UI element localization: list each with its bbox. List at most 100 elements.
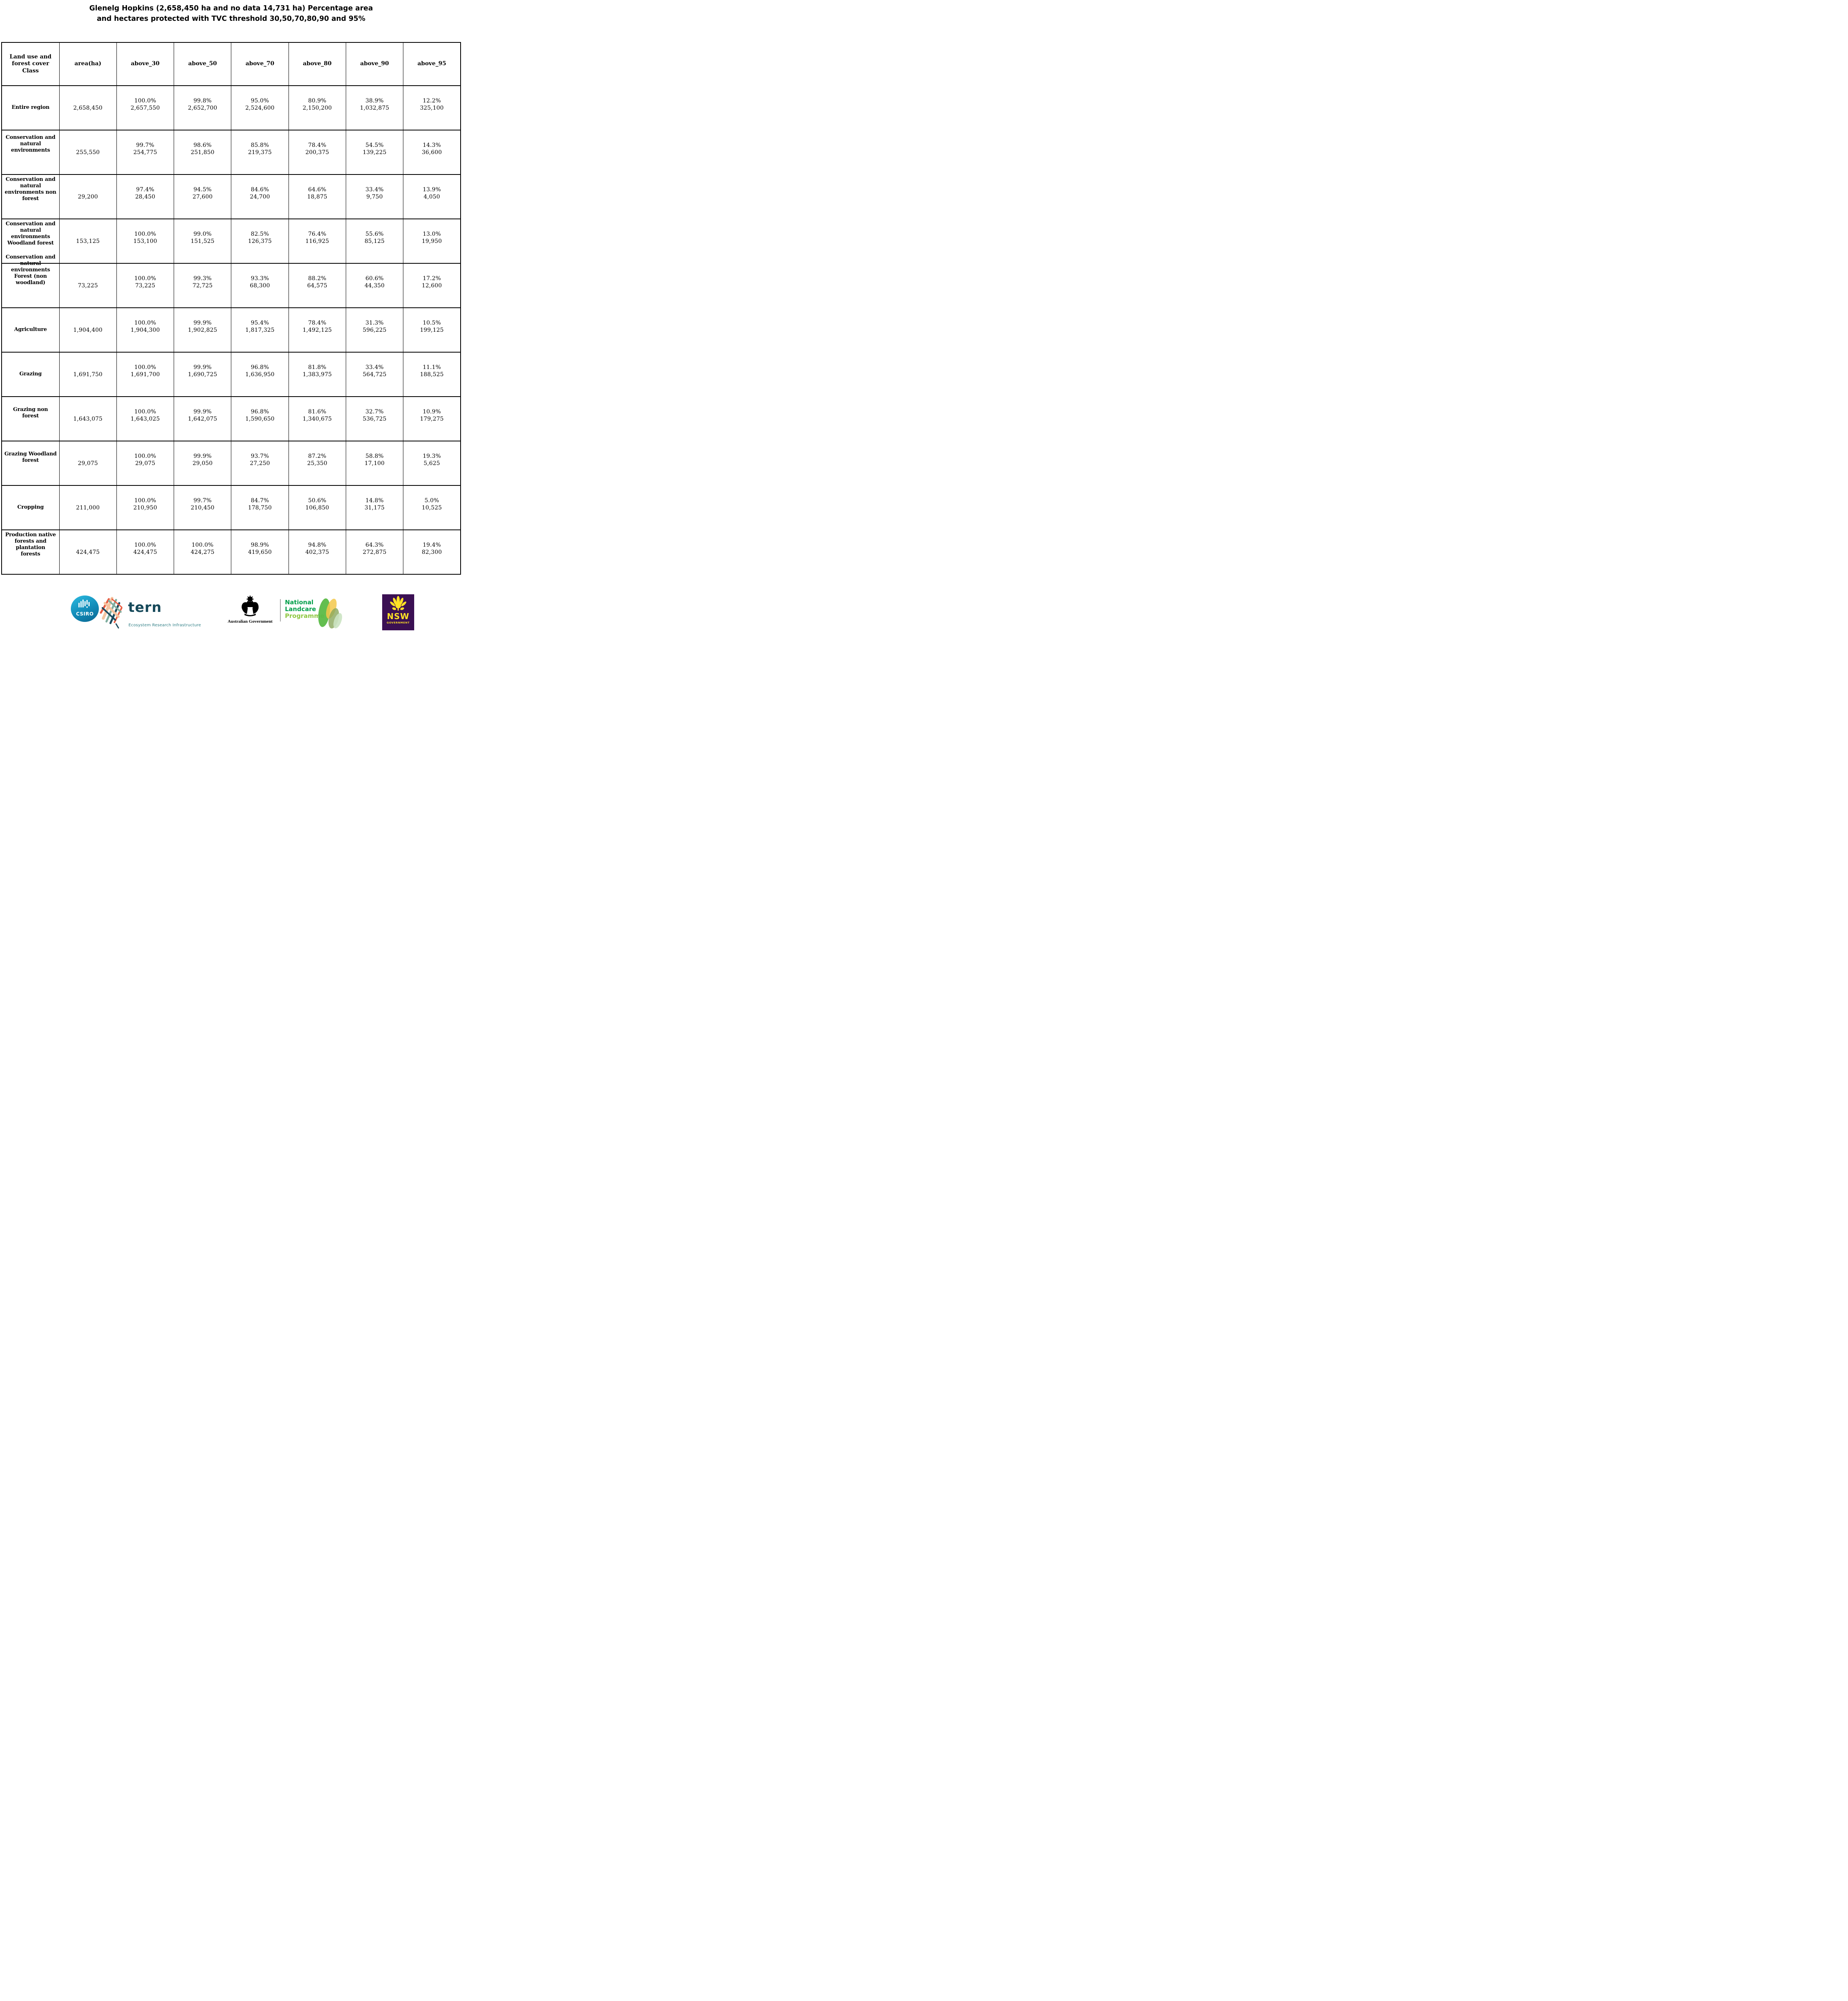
area-value: 73,225	[78, 282, 98, 289]
row-label-cell: Cropping	[1, 485, 60, 530]
hectares-value: 106,850	[305, 504, 329, 511]
hectares-value: 402,375	[305, 549, 329, 555]
hectares-value: 179,275	[420, 415, 444, 422]
table-row: Agriculture 1,904,400 100.0% 1,904,300 99.9%…	[1, 307, 461, 353]
landcare-leaves-icon	[318, 598, 342, 629]
hectares-value: 1,904,300	[130, 327, 160, 333]
percent-value: 19.3%	[423, 453, 441, 459]
threshold-cell: 60.6% 44,350	[345, 263, 404, 308]
threshold-cell: 78.4% 1,492,125	[288, 307, 346, 353]
hectares-value: 188,525	[420, 371, 444, 378]
hectares-value: 1,902,825	[188, 327, 217, 333]
hectares-value: 153,100	[133, 238, 157, 245]
hectares-value: 25,350	[307, 460, 327, 467]
hectares-value: 1,383,975	[303, 371, 332, 378]
threshold-cell: 100.0% 73,225	[116, 263, 174, 308]
threshold-cell: 99.7% 254,775	[116, 130, 174, 175]
footer-logos: CSIRO tern Ecosystem Research Infrastruc…	[0, 594, 462, 632]
threshold-cell: 50.6% 106,850	[288, 485, 346, 530]
threshold-cell: 100.0% 424,275	[174, 529, 232, 575]
threshold-cell: 11.1% 188,525	[403, 352, 461, 397]
percent-value: 84.6%	[251, 186, 269, 193]
hectares-value: 219,375	[248, 149, 272, 156]
percent-value: 82.5%	[251, 231, 269, 237]
hectares-value: 325,100	[420, 104, 444, 111]
percent-value: 78.4%	[308, 320, 327, 326]
row-label-cell: Entire region	[1, 85, 60, 130]
table-row: Conservation and natural environments Wo…	[1, 219, 461, 264]
hectares-value: 424,475	[133, 549, 157, 555]
percent-value: 87.2%	[308, 453, 327, 459]
hectares-value: 82,300	[422, 549, 442, 555]
row-label: Cropping	[17, 504, 44, 510]
hectares-value: 210,950	[133, 504, 157, 511]
threshold-cell: 78.4% 200,375	[288, 130, 346, 175]
nsw-waratah-icon	[390, 596, 407, 611]
percent-value: 100.0%	[134, 98, 156, 104]
row-label-cell: Conservation and natural environments Fo…	[1, 254, 60, 308]
percent-value: 98.6%	[193, 142, 212, 148]
hectares-value: 68,300	[250, 282, 270, 289]
hectares-value: 178,750	[248, 504, 272, 511]
threshold-cell: 93.3% 68,300	[231, 263, 289, 308]
hectares-value: 18,875	[307, 193, 327, 200]
hectares-value: 1,636,950	[245, 371, 275, 378]
column-header-1: area(ha)	[59, 42, 117, 86]
row-label: Conservation and natural environments Wo…	[6, 221, 56, 246]
hectares-value: 2,150,200	[303, 104, 332, 111]
threshold-cell: 32.7% 536,725	[345, 396, 404, 441]
percent-value: 99.3%	[193, 275, 212, 282]
hectares-value: 2,657,550	[130, 104, 160, 111]
area-cell: 153,125	[59, 219, 117, 264]
percent-value: 99.7%	[136, 142, 154, 148]
page-title-line2: and hectares protected with TVC threshol…	[97, 15, 365, 23]
area-cell: 424,475	[59, 529, 117, 575]
area-cell: 1,643,075	[59, 396, 117, 441]
percent-value: 99.9%	[193, 409, 212, 415]
percent-value: 100.0%	[134, 453, 156, 459]
percent-value: 50.6%	[308, 497, 327, 504]
column-header-4: above_70	[231, 42, 289, 86]
hectares-value: 536,725	[363, 415, 387, 422]
threshold-cell: 58.8% 17,100	[345, 441, 404, 486]
percent-value: 32.7%	[365, 409, 384, 415]
row-label-cell: Grazing	[1, 352, 60, 397]
percent-value: 13.0%	[423, 231, 441, 237]
threshold-cell: 84.6% 24,700	[231, 174, 289, 219]
row-label: Conservation and natural environments Fo…	[6, 254, 56, 286]
threshold-cell: 99.8% 2,652,700	[174, 85, 232, 130]
hectares-value: 1,691,700	[130, 371, 160, 378]
threshold-cell: 98.9% 419,650	[231, 529, 289, 575]
row-label-cell: Production native forests and plantation…	[1, 529, 60, 575]
area-value: 153,125	[76, 238, 100, 245]
area-cell: 1,691,750	[59, 352, 117, 397]
hectares-value: 1,817,325	[245, 327, 275, 333]
row-label: Grazing	[19, 371, 42, 377]
tern-label: tern	[128, 599, 162, 616]
hectares-value: 24,700	[250, 193, 270, 200]
row-label: Grazing Woodland forest	[4, 451, 57, 463]
threshold-cell: 76.4% 116,925	[288, 219, 346, 264]
percent-value: 94.8%	[308, 542, 327, 548]
row-label-cell: Grazing non forest	[1, 396, 60, 441]
hectares-value: 1,492,125	[303, 327, 332, 333]
threshold-cell: 13.0% 19,950	[403, 219, 461, 264]
area-value: 1,691,750	[73, 371, 103, 378]
hectares-value: 4,050	[423, 193, 440, 200]
threshold-cell: 100.0% 29,075	[116, 441, 174, 486]
hectares-value: 29,050	[192, 460, 213, 467]
area-cell: 29,075	[59, 441, 117, 486]
percent-value: 80.9%	[308, 98, 327, 104]
table-row: Grazing Woodland forest 29,075 100.0% 29,07…	[1, 441, 461, 486]
percent-value: 76.4%	[308, 231, 327, 237]
landcare-line1: National	[285, 599, 314, 606]
tern-tagline: Ecosystem Research Infrastructure	[128, 623, 201, 628]
threshold-cell: 33.4% 564,725	[345, 352, 404, 397]
percent-value: 100.0%	[134, 542, 156, 548]
threshold-cell: 10.9% 179,275	[403, 396, 461, 441]
row-label-cell: Agriculture	[1, 307, 60, 353]
threshold-cell: 99.7% 210,450	[174, 485, 232, 530]
percent-value: 13.9%	[423, 186, 441, 193]
threshold-cell: 100.0% 424,475	[116, 529, 174, 575]
hectares-value: 151,525	[190, 238, 214, 245]
